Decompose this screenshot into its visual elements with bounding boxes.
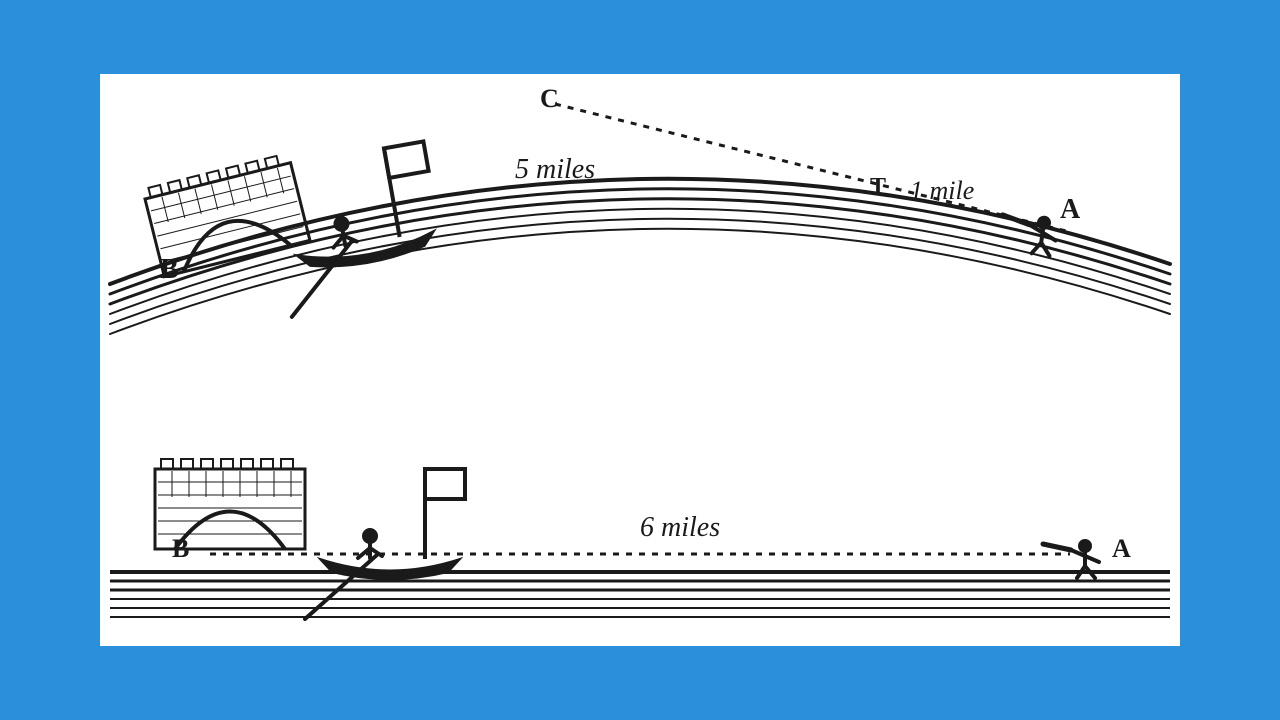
boat-icon <box>305 469 465 619</box>
label-T: T <box>870 174 886 201</box>
label-six: 6 miles <box>640 512 720 544</box>
label-one: 1 mile <box>910 176 974 206</box>
diagram-panel: C 5 miles T 1 mile A B 6 miles B A <box>100 74 1180 646</box>
label-five: 5 miles <box>515 154 595 186</box>
canvas: C 5 miles T 1 mile A B 6 miles B A <box>0 0 1280 720</box>
sight-line-top <box>555 104 1070 232</box>
label-B_bot: B <box>172 534 189 564</box>
label-A_bot: A <box>1112 534 1131 564</box>
label-A_top: A <box>1060 194 1080 226</box>
label-B_top: B <box>160 254 179 286</box>
diagram-svg <box>100 74 1180 646</box>
top-diagram <box>110 104 1170 334</box>
label-C: C <box>540 84 559 114</box>
